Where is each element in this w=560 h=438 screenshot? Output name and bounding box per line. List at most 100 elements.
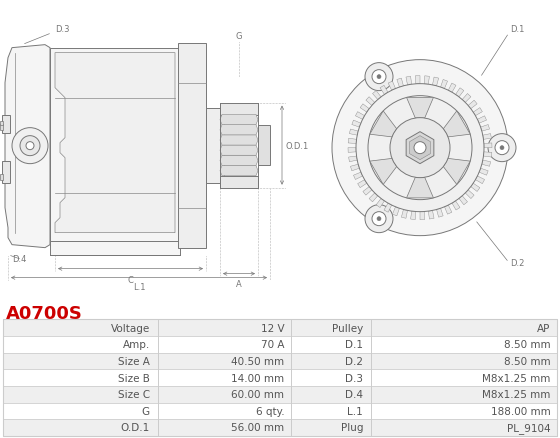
Bar [291,336,371,353]
Polygon shape [465,191,474,199]
Bar [371,336,557,353]
Circle shape [12,128,48,164]
Circle shape [365,205,393,233]
Polygon shape [479,169,488,176]
Text: L.1: L.1 [347,406,363,416]
Bar [291,320,371,336]
Polygon shape [220,125,258,135]
Bar [371,353,557,370]
Polygon shape [455,88,464,98]
Text: 8.50 mm: 8.50 mm [504,356,550,366]
Polygon shape [477,117,487,124]
Bar [371,403,557,419]
Polygon shape [370,159,396,185]
Polygon shape [482,161,491,167]
Polygon shape [410,212,416,220]
Text: Amp.: Amp. [123,339,150,350]
Bar [291,386,371,403]
Text: G: G [236,32,242,41]
Bar [291,403,371,419]
Bar [3,403,158,419]
Bar [158,386,291,403]
Bar [158,336,291,353]
Circle shape [372,71,386,85]
Bar [371,419,557,436]
Polygon shape [376,199,385,208]
Bar [3,320,158,336]
Polygon shape [406,132,434,164]
Polygon shape [388,82,395,91]
Polygon shape [416,77,420,85]
Text: D.4: D.4 [12,254,26,263]
Polygon shape [370,112,396,138]
Circle shape [390,118,450,178]
Polygon shape [445,205,452,215]
Polygon shape [409,136,431,160]
Circle shape [26,142,34,150]
Text: C: C [128,275,133,284]
Polygon shape [402,210,408,219]
Polygon shape [369,194,378,202]
Polygon shape [351,165,360,171]
Text: D.4: D.4 [345,389,363,399]
Text: M8x1.25 mm: M8x1.25 mm [482,389,550,399]
Text: 56.00 mm: 56.00 mm [231,423,284,432]
Text: 6 qty.: 6 qty. [256,406,284,416]
Bar [371,320,557,336]
Text: O.D.1: O.D.1 [285,141,308,150]
Circle shape [500,146,504,150]
Polygon shape [462,94,471,103]
Polygon shape [420,212,424,220]
Text: Size A: Size A [118,356,150,366]
Text: D.3: D.3 [345,373,363,383]
Text: D.3: D.3 [55,25,69,34]
Polygon shape [220,146,258,156]
Text: AP: AP [537,323,550,333]
Text: 188.00 mm: 188.00 mm [491,406,550,416]
Bar [158,419,291,436]
Text: Plug: Plug [340,423,363,432]
Polygon shape [358,180,367,188]
Bar [291,370,371,386]
Polygon shape [480,125,489,132]
Bar [291,353,371,370]
Polygon shape [349,157,357,162]
Bar [220,103,258,115]
Polygon shape [5,46,50,248]
Text: M8x1.25 mm: M8x1.25 mm [482,373,550,383]
Polygon shape [452,201,460,211]
Bar [206,108,224,183]
Bar [3,336,158,353]
Text: 60.00 mm: 60.00 mm [231,389,284,399]
Polygon shape [407,98,433,119]
Polygon shape [437,209,443,218]
Text: 8.50 mm: 8.50 mm [504,339,550,350]
Circle shape [414,142,426,154]
Polygon shape [360,105,369,113]
Text: Pulley: Pulley [332,323,363,333]
Polygon shape [428,211,434,219]
Polygon shape [459,196,468,205]
Polygon shape [366,98,375,106]
Bar [2,161,10,183]
Bar [291,419,371,436]
Circle shape [368,96,472,200]
Polygon shape [353,173,363,180]
Polygon shape [220,115,258,125]
Polygon shape [406,77,412,86]
Bar [258,125,270,165]
Bar [158,370,291,386]
Text: 12 V: 12 V [261,323,284,333]
Polygon shape [483,134,491,140]
Bar [2,115,10,133]
Text: 40.50 mm: 40.50 mm [231,356,284,366]
Bar [3,386,158,403]
Polygon shape [424,77,430,85]
Circle shape [372,212,386,226]
Text: D.2: D.2 [345,356,363,366]
Text: L.1: L.1 [133,282,145,291]
Polygon shape [380,86,388,95]
Bar [3,353,158,370]
Circle shape [495,141,509,155]
Circle shape [488,134,516,162]
